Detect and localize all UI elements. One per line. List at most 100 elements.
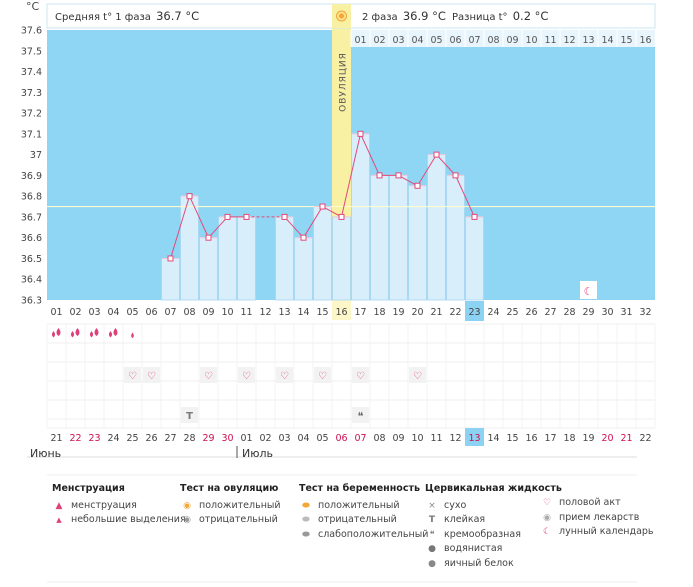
- temp-line-segment: [303, 206, 323, 238]
- cervical-cell: [352, 407, 369, 423]
- creamy-icon: ❝: [429, 529, 435, 540]
- heart-icon: ♡: [318, 371, 327, 382]
- temp-point: [395, 172, 402, 179]
- temp-bar: [199, 237, 218, 301]
- calendar-date: 12: [449, 433, 461, 444]
- legend-item: ⬬ слабоположительный: [299, 528, 428, 543]
- calendar-date: 18: [563, 433, 575, 444]
- y-tick-label: 37.1: [21, 129, 42, 140]
- x-tick-label: 23: [468, 307, 480, 318]
- ovulation-label: ОВУЛЯЦИЯ: [339, 52, 349, 112]
- diff-summary: Разница t° 0.2 °C: [452, 9, 548, 23]
- calendar-date: 29: [202, 433, 214, 444]
- menstruation-drop-icon: [51, 331, 56, 338]
- sun-icon-inner: [339, 13, 344, 19]
- legend-title: Тест на беременность: [299, 483, 420, 494]
- legend-item: ⬬ отрицательный: [299, 513, 428, 528]
- calendar-date: 14: [487, 433, 499, 444]
- month-july: Июль: [242, 447, 274, 460]
- intercourse-cell: [314, 367, 331, 383]
- temp-bar: [465, 216, 484, 301]
- calendar-date: 17: [544, 433, 556, 444]
- calendar-date: 22: [639, 433, 651, 444]
- x-tick-label: 09: [202, 307, 214, 318]
- x-tick-label: 24: [487, 307, 499, 318]
- temp-point: [319, 203, 326, 210]
- x-tick-label: 30: [601, 307, 613, 318]
- legend-title: Тест на овуляцию: [180, 483, 279, 494]
- x-tick-label: 17: [354, 307, 366, 318]
- x-tick-label: 20: [411, 307, 423, 318]
- x-tick-label: 02: [69, 307, 81, 318]
- y-tick-label: 37.3: [21, 88, 42, 99]
- post-ovulation-day-label: 13: [582, 35, 594, 46]
- legend-ovulation-test: Тест на овуляцию ◉ положительный ◉ отрицат…: [180, 482, 281, 528]
- calendar-date: 26: [145, 433, 157, 444]
- creamy-icon: ❝: [358, 410, 364, 423]
- calendar-date: 06: [335, 433, 347, 444]
- dry-cross-icon: ×: [428, 500, 436, 511]
- post-ovulation-day-label: 08: [487, 35, 499, 46]
- calendar-date: 21: [620, 433, 632, 444]
- x-tick-label: 28: [563, 307, 575, 318]
- x-tick-label: 29: [582, 307, 594, 318]
- temp-line-segment: [417, 154, 437, 187]
- post-ovulation-day-label: 04: [411, 35, 423, 46]
- post-ovulation-day-label: 16: [639, 35, 651, 46]
- temp-bar: [313, 206, 332, 301]
- month-june: Июнь: [30, 447, 62, 460]
- x-tick-label: 18: [373, 307, 385, 318]
- ovulation-day-cell: [332, 300, 351, 320]
- temp-bar: [161, 258, 180, 301]
- sticky-icon: T: [186, 411, 193, 422]
- legend-other: ♡ половой акт ◉ прием лекарств ☾ лунный кал…: [540, 496, 654, 540]
- y-tick-label: 37.5: [21, 46, 42, 57]
- heart-icon: ♡: [242, 371, 251, 382]
- calendar-row: 21 22 23 24 25 26 27 28 29 30 01 02 03 04 05 06 07 08 09 10…: [27, 428, 652, 583]
- calendar-date: 13: [468, 433, 480, 444]
- calendar-date: 05: [316, 433, 328, 444]
- calendar-date: 20: [601, 433, 613, 444]
- calendar-date: 11: [430, 433, 442, 444]
- post-ovulation-day-label: 03: [392, 35, 404, 46]
- x-tick-label: 05: [126, 307, 138, 318]
- legend-item: ◉ отрицательный: [180, 513, 281, 528]
- calendar-date: 16: [525, 433, 537, 444]
- x-tick-label: 12: [259, 307, 271, 318]
- x-tick-label: 19: [392, 307, 404, 318]
- y-unit-label: °C: [26, 0, 40, 13]
- legend-item: ◉ прием лекарств: [540, 511, 654, 526]
- sun-icon: [336, 10, 347, 22]
- post-ovulation-day-label: 10: [525, 35, 537, 46]
- y-tick-label: 36.6: [21, 233, 42, 244]
- y-tick-label: 37.6: [21, 26, 42, 37]
- legend-menstruation: Менструация ▲ менструация ▲ небольшие выде…: [52, 482, 186, 528]
- temp-line-segment: [436, 154, 456, 176]
- legend-item: ⬬ положительный: [299, 499, 428, 514]
- temp-point: [414, 182, 421, 189]
- heart-icon: ♡: [413, 371, 422, 382]
- y-tick-label: 37: [30, 150, 42, 161]
- calendar-date: 23: [88, 433, 100, 444]
- x-tick-label: 15: [316, 307, 328, 318]
- x-tick-label: 03: [88, 307, 100, 318]
- egg-white-drop-icon: ●: [428, 558, 436, 569]
- legend-item: ♡ половой акт: [540, 496, 654, 511]
- phase1-summary: Средняя t° 1 фаза 36.7 °C: [55, 9, 199, 23]
- temp-line-segment: [360, 133, 380, 176]
- x-tick-label: 14: [297, 307, 309, 318]
- temp-bar: [294, 237, 313, 301]
- legend-item: ▲ менструация: [52, 499, 186, 514]
- heart-icon: ♡: [147, 371, 156, 382]
- legend-item: ◉ положительный: [180, 499, 281, 514]
- temp-line-segment: [170, 196, 190, 259]
- temp-bar: [180, 195, 199, 301]
- pill-icon: ◉: [543, 512, 551, 523]
- legend-item: ▲ небольшие выделения: [52, 513, 185, 528]
- calendar-date: 10: [411, 433, 423, 444]
- axes: 36.3 36.4 36.5 36.6 36.7 36.8 36.9 37 37.1 37.2 37…: [21, 26, 652, 321]
- menstruation-drop-icon: [70, 331, 75, 338]
- y-tick-label: 36.3: [21, 296, 42, 307]
